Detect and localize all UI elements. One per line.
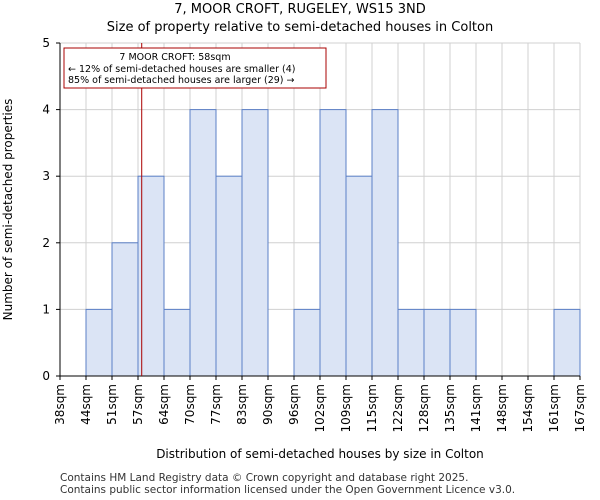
x-tick-label: 135sqm [443,384,457,432]
tick-labels: 0 1 2 3 4 5 38sqm 44sqm 51sqm 57sqm 64sqm 70sqm 77sq… [42,36,587,432]
chart-subtitle: Size of property relative to semi-detach… [106,20,494,35]
x-tick-label: 44sqm [79,384,93,425]
histogram-bar [111,242,139,377]
histogram-bar [215,175,243,377]
histogram-bar [137,175,165,377]
x-tick-label: 70sqm [183,384,197,425]
x-tick-label: 109sqm [339,384,353,432]
histogram-bar [319,109,347,377]
annotation-title: 7 MOOR CROFT: 58sqm [119,52,230,63]
histogram-bar [345,175,373,377]
x-tick-label: 154sqm [521,384,535,432]
annotation-box: 7 MOOR CROFT: 58sqm ← 12% of semi-detach… [63,47,327,89]
histogram-bar [371,109,399,377]
histogram-bar [423,308,451,377]
y-tick-label: 4 [42,103,50,117]
x-tick-label: 64sqm [157,384,171,425]
bars [85,109,581,377]
y-tick-label: 3 [42,169,50,183]
chart-title: 7, MOOR CROFT, RUGELEY, WS15 3ND [174,2,426,17]
x-tick-label: 115sqm [365,384,379,432]
y-tick-label: 2 [42,236,50,250]
histogram-bar [397,308,425,377]
y-axis-label: Number of semi-detached properties [1,99,15,321]
footer-copyright: Contains HM Land Registry data © Crown c… [60,472,469,484]
histogram-bar [293,308,321,377]
x-tick-label: 96sqm [287,384,301,425]
x-tick-label: 77sqm [209,384,223,425]
histogram-bar [449,308,477,377]
annotation-smaller: ← 12% of semi-detached houses are smalle… [68,64,296,75]
x-tick-label: 167sqm [573,384,587,432]
footer-licence: Contains public sector information licen… [60,484,516,496]
x-tick-label: 141sqm [469,384,483,432]
y-tick-label: 5 [42,36,50,50]
x-tick-label: 128sqm [417,384,431,432]
annotation-border [63,47,327,89]
histogram-bar [553,308,581,377]
x-tick-label: 51sqm [105,384,119,425]
x-axis-label: Distribution of semi-detached houses by … [156,447,484,461]
x-tick-label: 122sqm [391,384,405,432]
x-tick-label: 90sqm [261,384,275,425]
x-tick-label: 57sqm [131,384,145,425]
x-tick-label: 102sqm [313,384,327,432]
x-tick-label: 161sqm [547,384,561,432]
y-tick-label: 1 [42,302,50,316]
histogram-bar [85,308,113,377]
x-tick-label: 148sqm [495,384,509,432]
annotation-larger: 85% of semi-detached houses are larger (… [68,75,295,86]
histogram-bar [189,109,217,377]
histogram-bar [163,308,191,377]
y-tick-label: 0 [42,369,50,383]
histogram-bar [241,109,269,377]
x-tick-label: 38sqm [53,384,67,425]
x-tick-label: 83sqm [235,384,249,425]
